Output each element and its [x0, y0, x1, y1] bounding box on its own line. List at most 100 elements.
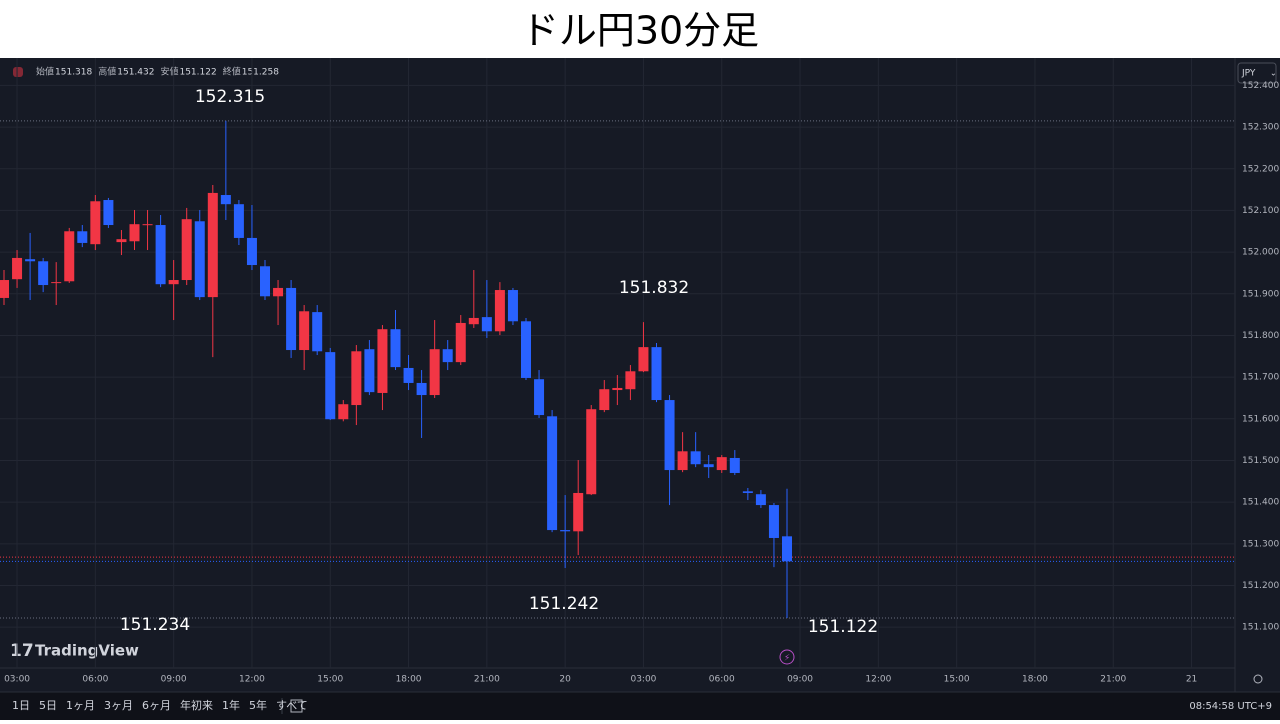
candle-body [651, 347, 662, 401]
x-tick-label: 12:00 [865, 675, 891, 685]
candle-body [116, 239, 127, 243]
range-button[interactable]: 3ヶ月 [104, 699, 133, 712]
y-tick-label: 151.900 [1242, 289, 1279, 299]
candle-body [664, 400, 675, 471]
range-button[interactable]: すべて [276, 699, 308, 712]
y-tick-label: 151.500 [1242, 456, 1279, 466]
candle-body [351, 351, 362, 406]
y-tick-label: 152.400 [1242, 81, 1279, 91]
candle-body [625, 371, 636, 390]
price-annotation: 152.315 [195, 87, 265, 107]
candle-body [573, 492, 584, 532]
candle-body [168, 280, 179, 285]
y-tick-label: 151.600 [1242, 414, 1279, 424]
candle-body [755, 494, 766, 506]
x-tick-label: 20 [559, 675, 571, 685]
candle-body [481, 317, 492, 332]
x-tick-label: 18:00 [396, 675, 422, 685]
range-button[interactable]: 5日 [39, 699, 57, 712]
range-button[interactable]: 6ヶ月 [142, 699, 171, 712]
price-annotation: 151.122 [808, 617, 878, 637]
x-tick-label: 12:00 [239, 675, 265, 685]
candle-body [782, 536, 792, 562]
y-tick-label: 152.200 [1242, 164, 1279, 174]
range-button[interactable]: 5年 [249, 698, 267, 712]
candle-body [103, 200, 114, 226]
candle-body [442, 349, 453, 363]
legend-value: 151.318 [55, 68, 92, 78]
candle-body [599, 389, 610, 411]
legend-value: 151.122 [179, 68, 216, 78]
candle-body [429, 349, 440, 396]
chart-title: ドル円30分足 [521, 9, 759, 53]
candle-body [560, 530, 571, 532]
x-tick-label: 03:00 [4, 675, 30, 685]
symbol-icon[interactable] [13, 67, 23, 77]
candle-body [64, 231, 75, 282]
candle-body [220, 195, 231, 205]
candle-body [377, 329, 388, 393]
title-bar [0, 0, 1280, 58]
candle-body [716, 457, 727, 471]
price-annotation: 151.242 [529, 594, 599, 614]
x-tick-label: 15:00 [944, 675, 970, 685]
candle-body [403, 367, 414, 383]
legend-label: 安値 [160, 66, 178, 78]
y-tick-label: 152.300 [1242, 123, 1279, 133]
candle-body [455, 322, 466, 363]
candle-body [586, 409, 597, 495]
candle-body [677, 451, 688, 471]
range-button[interactable]: 1日 [12, 699, 30, 712]
x-tick-label: 09:00 [787, 675, 813, 685]
candle-body [390, 329, 401, 368]
event-icon[interactable] [779, 649, 795, 665]
y-tick-label: 152.000 [1242, 248, 1279, 258]
y-tick-label: 151.800 [1242, 331, 1279, 341]
candle-body [364, 349, 375, 393]
range-button[interactable]: 1ヶ月 [66, 699, 95, 712]
settings-icon[interactable] [1253, 674, 1263, 684]
event-icon-bolt: ⚡ [784, 654, 790, 664]
candle-body [207, 192, 218, 298]
candle-body [0, 280, 9, 298]
candle-body [494, 290, 505, 332]
y-tick-label: 151.100 [1242, 623, 1279, 633]
candle-body [521, 321, 531, 378]
date-range-icon[interactable] [290, 699, 303, 713]
candle-body [129, 224, 140, 242]
legend-value: 151.258 [242, 68, 279, 78]
legend-value: 151.432 [117, 68, 154, 78]
candle-body [547, 416, 558, 531]
currency-button[interactable] [1237, 62, 1277, 84]
x-tick-label: 18:00 [1022, 675, 1048, 685]
candle-body [155, 225, 166, 285]
range-button[interactable]: 年初来 [180, 698, 213, 712]
candle-body [312, 312, 323, 352]
legend-label: 高値 [98, 66, 116, 78]
currency-caret: ⌄ [1270, 69, 1277, 78]
y-tick-label: 152.100 [1242, 206, 1279, 216]
legend-label: 始値 [36, 66, 54, 78]
chart-area [0, 58, 1280, 692]
candle-body [12, 257, 23, 280]
currency-label[interactable]: JPY [1241, 69, 1256, 79]
candle-body [612, 387, 623, 391]
x-tick-label: 21 [1186, 675, 1197, 685]
candle-body [507, 290, 518, 322]
range-button[interactable]: 1年 [222, 698, 240, 712]
y-tick-label: 151.400 [1242, 498, 1279, 508]
candle-body [142, 224, 153, 226]
y-tick-label: 151.300 [1242, 539, 1279, 549]
clock: 08:54:58 UTC+9 [1189, 701, 1272, 712]
candle-body [181, 219, 192, 281]
candle-body [286, 287, 297, 351]
y-tick-label: 151.700 [1242, 373, 1279, 383]
candle-body [246, 237, 257, 266]
y-tick-label: 151.200 [1242, 581, 1279, 591]
candle-body [90, 201, 101, 245]
x-tick-label: 21:00 [1100, 675, 1126, 685]
legend-label: 終値 [223, 66, 241, 78]
candle-body [77, 231, 88, 243]
candle-body [768, 505, 779, 538]
